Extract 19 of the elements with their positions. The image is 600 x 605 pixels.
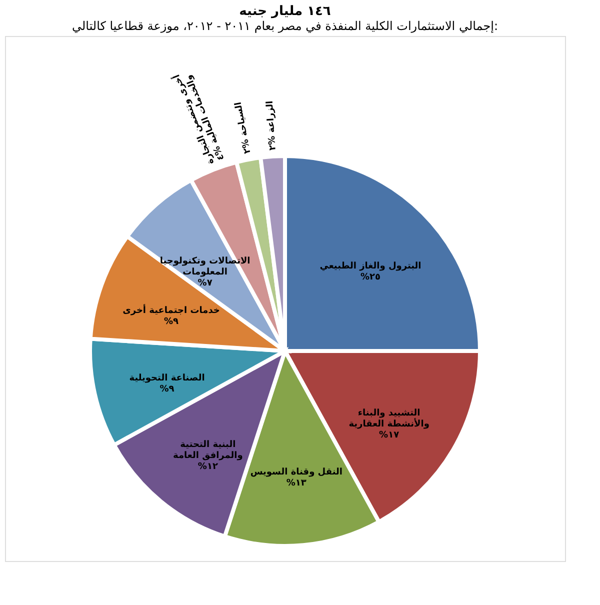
data-label: %٧ <box>198 278 213 288</box>
data-label: %١٧ <box>379 430 400 441</box>
data-label: %١٣ <box>286 478 307 488</box>
slice-label: البترول والغاز الطبيعي <box>320 262 422 272</box>
data-label: %٩ <box>164 317 180 328</box>
slice-label: البنية التحتية والمرافق العامة <box>173 440 243 462</box>
slice-label: خدمات اجتماعية أخرى <box>122 304 220 316</box>
slice-label: التشييد والبناء والأنشطة العقارية <box>348 408 430 430</box>
data-label: %٩ <box>160 384 175 394</box>
slice-label: النقل وقناة السويس <box>250 467 342 478</box>
slice-label: الزراعة %٢ <box>265 100 278 151</box>
slice-label: أخرى وتتضمن التجارة والخدمات المالية %٤ <box>170 72 227 166</box>
data-label: %١٢ <box>198 462 218 472</box>
chart-subtitle: إجمالي الاستثمارات الكلية المنفذة في مصر بعام ٢٠١١ - ٢٠١٢، موزعة قطاعيا كالتالي: <box>72 19 498 33</box>
chart-title: ١٤٦ مليار جنيه <box>239 4 331 19</box>
slice-label: الصناعة التحويلية <box>129 373 205 384</box>
slice-label: الاتصالات وتكنولوجيا المعلومات <box>160 256 250 278</box>
data-label: %٢٥ <box>360 272 381 283</box>
slice-label: السياحة %٢ <box>234 101 254 154</box>
